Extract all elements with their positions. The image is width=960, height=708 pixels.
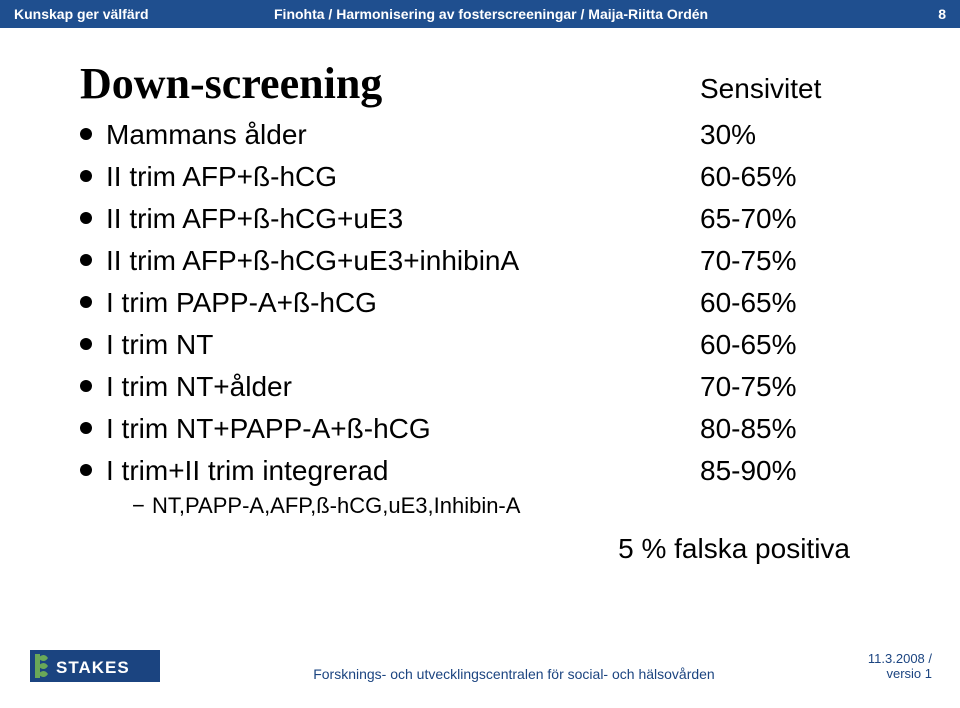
bullet-icon (80, 413, 106, 445)
slide-title: Down-screening (80, 58, 700, 109)
sensitivity-column-header: Sensivitet (700, 73, 890, 105)
list-item: I trim NT 60-65% (80, 329, 890, 361)
list-item: I trim+II trim integrerad 85-90% (80, 455, 890, 487)
list-item-label: I trim NT+ålder (106, 371, 700, 403)
list-item-value: 70-75% (700, 245, 890, 277)
stakes-logo-icon: STAKES (30, 650, 160, 682)
footer-organization: Forsknings- och utvecklingscentralen för… (160, 666, 868, 682)
bullet-icon (80, 371, 106, 403)
list-item: II trim AFP+ß-hCG+uE3 65-70% (80, 203, 890, 235)
bullet-icon (80, 455, 106, 487)
list-item-value: 60-65% (700, 329, 890, 361)
slide-content: Down-screening Sensivitet Mammans ålder … (0, 28, 960, 565)
list-item: I trim NT+PAPP-A+ß-hCG 80-85% (80, 413, 890, 445)
list-item-label: I trim NT+PAPP-A+ß-hCG (106, 413, 700, 445)
false-positive-note: 5 % falska positiva (80, 533, 890, 565)
list-item-value: 80-85% (700, 413, 890, 445)
list-item-label: I trim PAPP-A+ß-hCG (106, 287, 700, 319)
svg-text:STAKES: STAKES (56, 658, 130, 677)
screening-list: Mammans ålder 30% II trim AFP+ß-hCG 60-6… (80, 119, 890, 487)
list-item-value: 85-90% (700, 455, 890, 487)
dash-icon: − (132, 493, 152, 519)
bullet-icon (80, 161, 106, 193)
list-item-value: 30% (700, 119, 890, 151)
list-item-label: II trim AFP+ß-hCG+uE3+inhibinA (106, 245, 700, 277)
footer-date: 11.3.2008 / (868, 651, 932, 667)
slide-footer: STAKES Forsknings- och utvecklingscentra… (0, 650, 960, 682)
list-item-label: I trim+II trim integrerad (106, 455, 700, 487)
list-item-value: 70-75% (700, 371, 890, 403)
header-breadcrumb: Finohta / Harmonisering av fosterscreeni… (274, 6, 906, 22)
sub-line: − NT,PAPP-A,AFP,ß-hCG,uE3,Inhibin-A (132, 493, 890, 519)
bullet-icon (80, 119, 106, 151)
footer-date-version: 11.3.2008 / versio 1 (868, 651, 932, 682)
bullet-icon (80, 245, 106, 277)
footer-version: versio 1 (868, 666, 932, 682)
bullet-icon (80, 287, 106, 319)
sub-line-text: NT,PAPP-A,AFP,ß-hCG,uE3,Inhibin-A (152, 493, 520, 519)
list-item-value: 60-65% (700, 161, 890, 193)
bullet-icon (80, 329, 106, 361)
list-item-label: I trim NT (106, 329, 700, 361)
list-item: Mammans ålder 30% (80, 119, 890, 151)
list-item-label: II trim AFP+ß-hCG (106, 161, 700, 193)
header-page-number: 8 (906, 6, 946, 22)
stakes-logo: STAKES (30, 650, 160, 682)
list-item: II trim AFP+ß-hCG+uE3+inhibinA 70-75% (80, 245, 890, 277)
list-item: I trim PAPP-A+ß-hCG 60-65% (80, 287, 890, 319)
bullet-icon (80, 203, 106, 235)
list-item: I trim NT+ålder 70-75% (80, 371, 890, 403)
list-item-label: II trim AFP+ß-hCG+uE3 (106, 203, 700, 235)
list-item-value: 65-70% (700, 203, 890, 235)
list-item-value: 60-65% (700, 287, 890, 319)
list-item: II trim AFP+ß-hCG 60-65% (80, 161, 890, 193)
list-item-label: Mammans ålder (106, 119, 700, 151)
slide-header: Kunskap ger välfärd Finohta / Harmoniser… (0, 0, 960, 28)
title-row: Down-screening Sensivitet (80, 58, 890, 109)
header-left: Kunskap ger välfärd (14, 6, 274, 22)
